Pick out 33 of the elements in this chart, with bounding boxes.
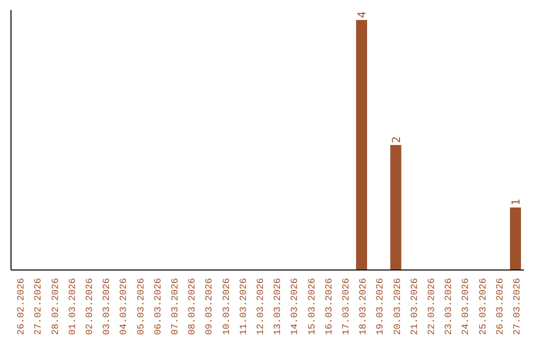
x-tick-label: 09.03.2026 bbox=[204, 278, 215, 336]
data-label: 4 bbox=[356, 11, 369, 18]
x-tick-label: 18.03.2026 bbox=[358, 278, 369, 336]
x-tick-label: 23.03.2026 bbox=[443, 278, 454, 336]
x-tick-label: 26.02.2026 bbox=[16, 278, 27, 336]
x-tick-label: 06.03.2026 bbox=[152, 278, 164, 336]
data-label: 1 bbox=[509, 198, 522, 206]
data-label: 2 bbox=[390, 136, 403, 143]
x-tick-label: 14.03.2026 bbox=[289, 278, 300, 336]
x-tick-label: 21.03.2026 bbox=[408, 278, 420, 336]
x-tick-label: 07.03.2026 bbox=[169, 278, 180, 336]
x-tick-label: 04.03.2026 bbox=[118, 278, 130, 336]
x-tick-label: 25.03.2026 bbox=[477, 278, 488, 336]
x-tick-label: 26.03.2026 bbox=[494, 278, 506, 336]
x-tick-label: 27.02.2026 bbox=[32, 278, 44, 336]
x-tick-label: 13.03.2026 bbox=[272, 278, 284, 336]
x-tick-label: 28.02.2026 bbox=[50, 278, 61, 336]
x-tick-label: 16.03.2026 bbox=[323, 278, 334, 336]
x-tick-label: 10.03.2026 bbox=[220, 278, 232, 336]
x-tick-label: 03.03.2026 bbox=[101, 278, 112, 336]
x-tick-label: 01.03.2026 bbox=[66, 278, 78, 336]
x-tick-label: 20.03.2026 bbox=[392, 278, 403, 336]
x-tick-label: 15.03.2026 bbox=[306, 278, 318, 336]
x-tick-label: 11.03.2026 bbox=[238, 278, 249, 336]
x-tick-label: 12.03.2026 bbox=[254, 278, 266, 336]
x-tick-label: 08.03.2026 bbox=[186, 278, 198, 336]
x-tick-label: 19.03.2026 bbox=[374, 278, 386, 336]
x-tick-label: 17.03.2026 bbox=[340, 278, 352, 336]
x-tick-label: 24.03.2026 bbox=[460, 278, 472, 336]
x-tick-label: 22.03.2026 bbox=[426, 278, 437, 336]
x-tick-label: 27.03.2026 bbox=[511, 278, 522, 336]
x-tick-label: 02.03.2026 bbox=[84, 278, 95, 336]
x-tick-label: 05.03.2026 bbox=[135, 278, 146, 336]
